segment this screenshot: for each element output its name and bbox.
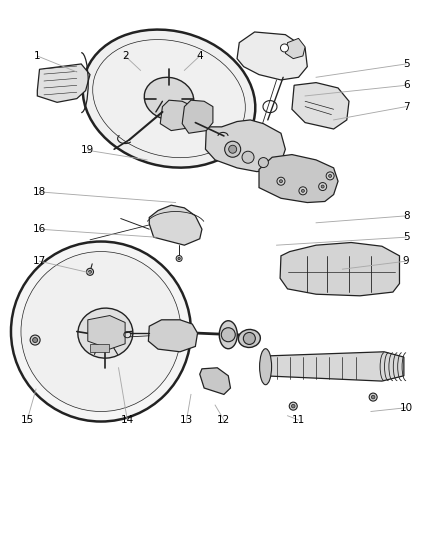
Polygon shape bbox=[262, 352, 403, 381]
Text: 13: 13 bbox=[180, 415, 193, 425]
Text: 10: 10 bbox=[399, 403, 412, 413]
Circle shape bbox=[21, 252, 180, 411]
Text: 7: 7 bbox=[402, 102, 409, 111]
Polygon shape bbox=[237, 32, 307, 80]
Polygon shape bbox=[160, 100, 195, 131]
Polygon shape bbox=[149, 205, 201, 245]
Circle shape bbox=[11, 241, 191, 422]
Circle shape bbox=[328, 174, 331, 177]
Text: 6: 6 bbox=[402, 80, 409, 90]
Circle shape bbox=[176, 255, 182, 262]
Text: 11: 11 bbox=[291, 415, 304, 425]
Text: 19: 19 bbox=[81, 146, 94, 155]
Polygon shape bbox=[90, 344, 109, 352]
Circle shape bbox=[298, 187, 306, 195]
Ellipse shape bbox=[238, 329, 260, 348]
Text: 9: 9 bbox=[402, 256, 409, 266]
Polygon shape bbox=[88, 316, 125, 349]
Ellipse shape bbox=[219, 321, 237, 349]
Text: 14: 14 bbox=[120, 415, 134, 425]
Polygon shape bbox=[279, 243, 399, 296]
Ellipse shape bbox=[82, 30, 255, 167]
Circle shape bbox=[32, 337, 38, 343]
Circle shape bbox=[279, 180, 282, 183]
Polygon shape bbox=[199, 368, 230, 394]
Circle shape bbox=[318, 182, 326, 191]
Text: 4: 4 bbox=[196, 51, 203, 61]
Circle shape bbox=[221, 328, 235, 342]
Text: 5: 5 bbox=[402, 232, 409, 242]
Circle shape bbox=[177, 257, 180, 260]
Circle shape bbox=[224, 141, 240, 157]
Circle shape bbox=[243, 333, 255, 344]
Circle shape bbox=[368, 393, 376, 401]
Circle shape bbox=[321, 185, 323, 188]
Circle shape bbox=[228, 145, 236, 154]
Polygon shape bbox=[285, 38, 304, 59]
Ellipse shape bbox=[259, 349, 271, 385]
Text: 15: 15 bbox=[21, 415, 34, 425]
Circle shape bbox=[86, 268, 93, 276]
Text: 18: 18 bbox=[33, 187, 46, 197]
Text: 2: 2 bbox=[121, 51, 128, 61]
Polygon shape bbox=[148, 320, 197, 352]
Text: 16: 16 bbox=[33, 224, 46, 234]
Polygon shape bbox=[182, 100, 212, 133]
Circle shape bbox=[371, 395, 374, 399]
Text: 12: 12 bbox=[217, 415, 230, 425]
Circle shape bbox=[280, 44, 288, 52]
Text: 8: 8 bbox=[402, 211, 409, 221]
Ellipse shape bbox=[78, 308, 133, 358]
Circle shape bbox=[241, 151, 254, 163]
Polygon shape bbox=[205, 120, 285, 172]
Polygon shape bbox=[258, 155, 337, 203]
Circle shape bbox=[301, 189, 304, 192]
Circle shape bbox=[30, 335, 40, 345]
Text: 17: 17 bbox=[33, 256, 46, 266]
Polygon shape bbox=[291, 83, 348, 129]
Circle shape bbox=[88, 270, 91, 273]
Circle shape bbox=[276, 177, 284, 185]
Polygon shape bbox=[37, 64, 90, 102]
Circle shape bbox=[325, 172, 333, 180]
Circle shape bbox=[258, 158, 268, 167]
Circle shape bbox=[291, 405, 294, 408]
Text: 5: 5 bbox=[402, 59, 409, 69]
Text: 1: 1 bbox=[34, 51, 41, 61]
Circle shape bbox=[289, 402, 297, 410]
Ellipse shape bbox=[144, 77, 193, 120]
